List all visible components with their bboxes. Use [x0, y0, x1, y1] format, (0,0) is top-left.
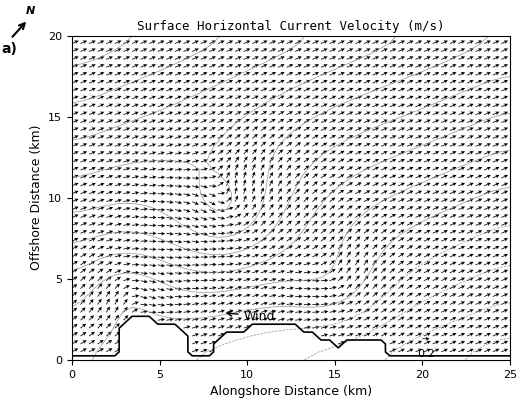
Y-axis label: Offshore Distance (km): Offshore Distance (km) — [29, 125, 42, 271]
X-axis label: Alongshore Distance (km): Alongshore Distance (km) — [210, 385, 372, 398]
Text: Wind: Wind — [227, 309, 275, 322]
Text: N: N — [26, 6, 35, 16]
Text: a): a) — [2, 42, 18, 56]
Text: 0.2: 0.2 — [417, 349, 435, 359]
Title: Surface Horizontal Current Velocity (m/s): Surface Horizontal Current Velocity (m/s… — [137, 20, 445, 33]
